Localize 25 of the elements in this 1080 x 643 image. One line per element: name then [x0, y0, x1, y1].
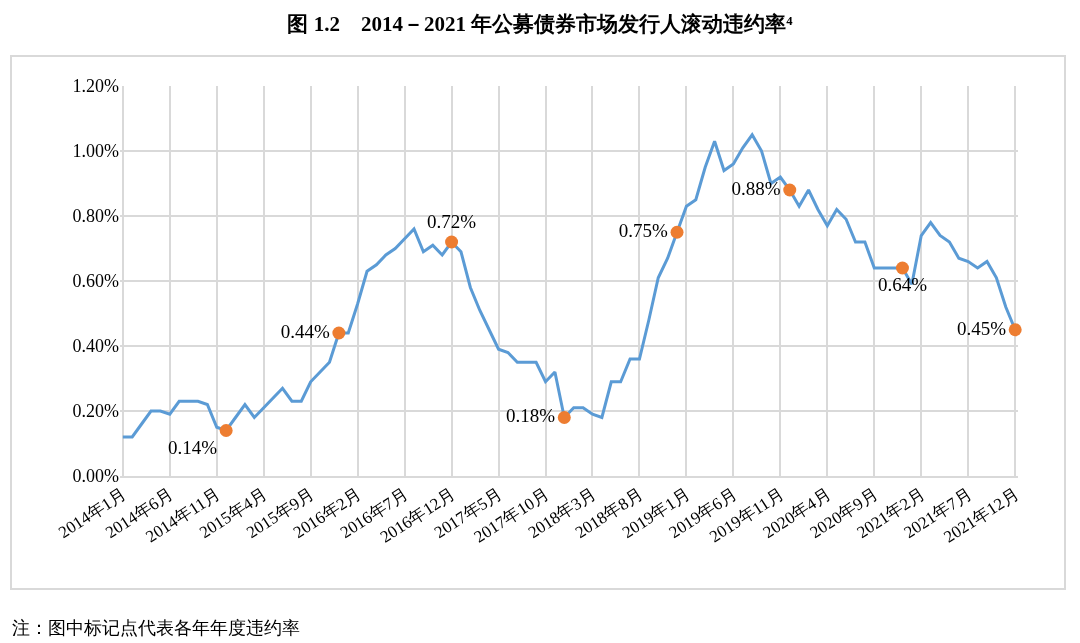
data-label: 0.88% [731, 177, 781, 199]
point [670, 225, 684, 239]
data-label: 0.18% [506, 405, 556, 427]
point [783, 183, 797, 197]
point [445, 235, 459, 249]
y-tick-label: 1.00% [72, 141, 119, 162]
data-label: 0.72% [427, 211, 477, 233]
y-tick-label: 0.00% [72, 466, 119, 487]
data-label: 0.75% [618, 220, 669, 241]
point [219, 424, 233, 437]
y-tick-label: 1.20% [72, 76, 119, 97]
point [1008, 323, 1022, 337]
y-tick-label: 0.20% [72, 401, 119, 422]
data-label: 0.44% [280, 320, 330, 342]
point [557, 411, 571, 424]
y-tick-label: 0.60% [72, 271, 119, 292]
y-tick-label: 0.40% [72, 336, 119, 357]
chart-title: 图 1.2 2014－2021 年公募债券市场发行人滚动违约率⁴ [287, 11, 794, 36]
data-label: 0.64% [877, 274, 928, 296]
point [895, 261, 909, 275]
text: 注：图中标记点代表各年年度违约率 [12, 618, 300, 638]
data-label: 0.45% [956, 317, 1007, 339]
data-label: 0.14% [167, 436, 218, 458]
y-tick-label: 0.80% [72, 206, 119, 227]
point [332, 326, 346, 340]
